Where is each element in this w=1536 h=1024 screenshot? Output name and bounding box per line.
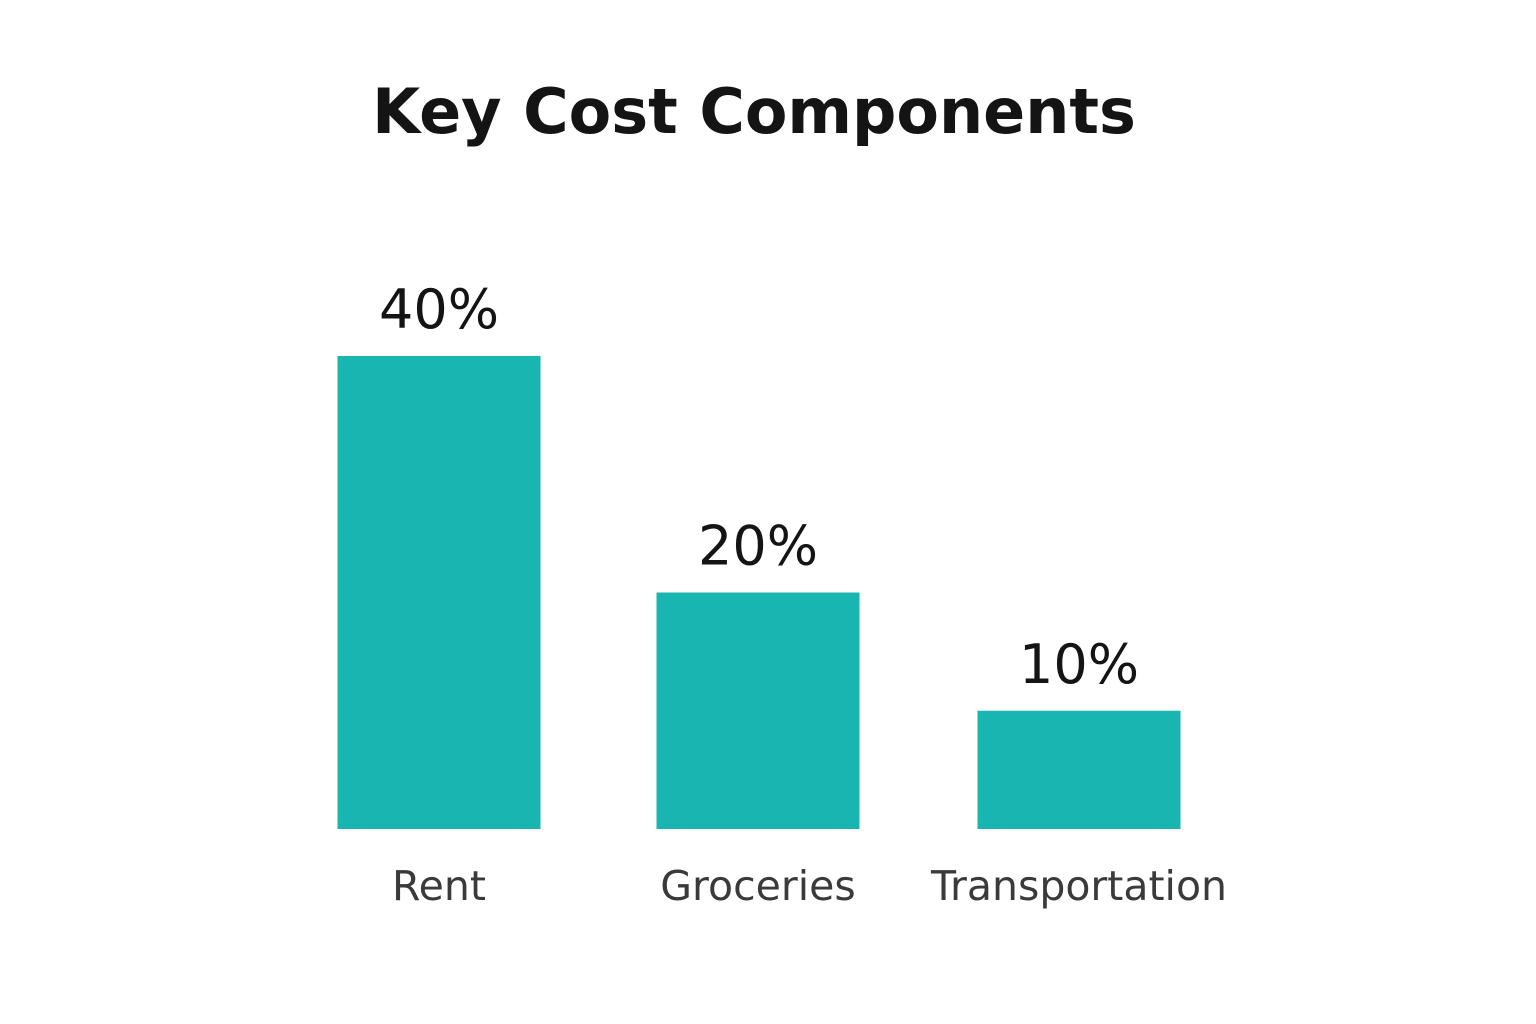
value-label-groceries: 20%	[698, 515, 818, 578]
bar-transportation	[977, 710, 1181, 829]
chart-title: Key Cost Components	[372, 75, 1136, 148]
value-label-transportation: 10%	[1019, 633, 1139, 696]
bar-rent	[337, 356, 541, 829]
category-label-transportation: Transportation	[930, 862, 1227, 910]
bars-layer	[337, 356, 1181, 829]
value-labels-layer: 40% 20% 10%	[379, 278, 1139, 696]
category-label-groceries: Groceries	[660, 862, 855, 910]
bar-groceries	[656, 592, 860, 829]
category-labels-layer: Rent Groceries Transportation	[392, 862, 1227, 910]
category-label-rent: Rent	[392, 862, 486, 910]
value-label-rent: 40%	[379, 278, 499, 341]
